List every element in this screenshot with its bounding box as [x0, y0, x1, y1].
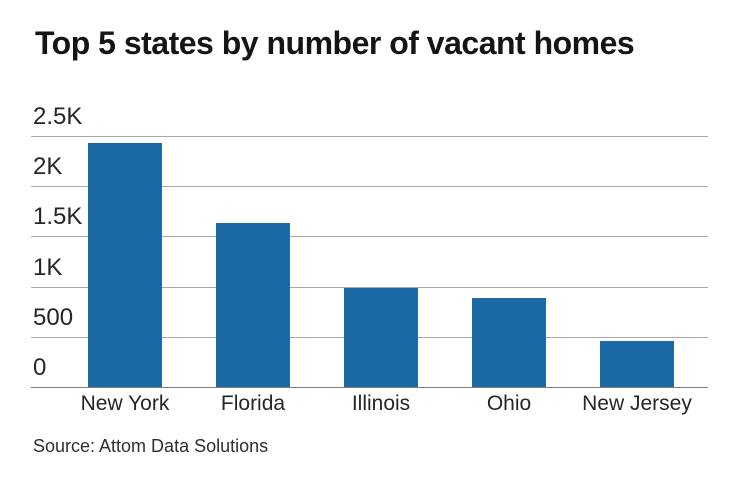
x-axis-label: New Jersey: [582, 392, 692, 415]
bar: [344, 288, 418, 387]
bar: [216, 223, 290, 387]
y-tick-label: 2.5K: [33, 103, 83, 130]
gridline: [31, 236, 708, 237]
y-tick-label: 1K: [33, 254, 63, 281]
bar: [600, 341, 674, 387]
y-tick-label: 2K: [33, 153, 63, 180]
y-tick-label: 500: [33, 304, 74, 331]
x-axis-line: [31, 387, 708, 388]
x-axis-label: New York: [80, 392, 170, 415]
chart-title: Top 5 states by number of vacant homes: [35, 25, 635, 61]
gridline: [31, 186, 708, 187]
bar: [472, 298, 546, 387]
y-tick-label: 0: [33, 354, 47, 381]
x-axis-label: Illinois: [351, 392, 411, 415]
bar: [88, 143, 162, 387]
x-axis-label: Ohio: [486, 392, 532, 415]
gridline: [31, 136, 708, 137]
gridline: [31, 287, 708, 288]
y-tick-label: 1.5K: [33, 203, 83, 230]
x-axis-label: Florida: [220, 392, 286, 415]
source-note: Source: Attom Data Solutions: [33, 436, 269, 456]
